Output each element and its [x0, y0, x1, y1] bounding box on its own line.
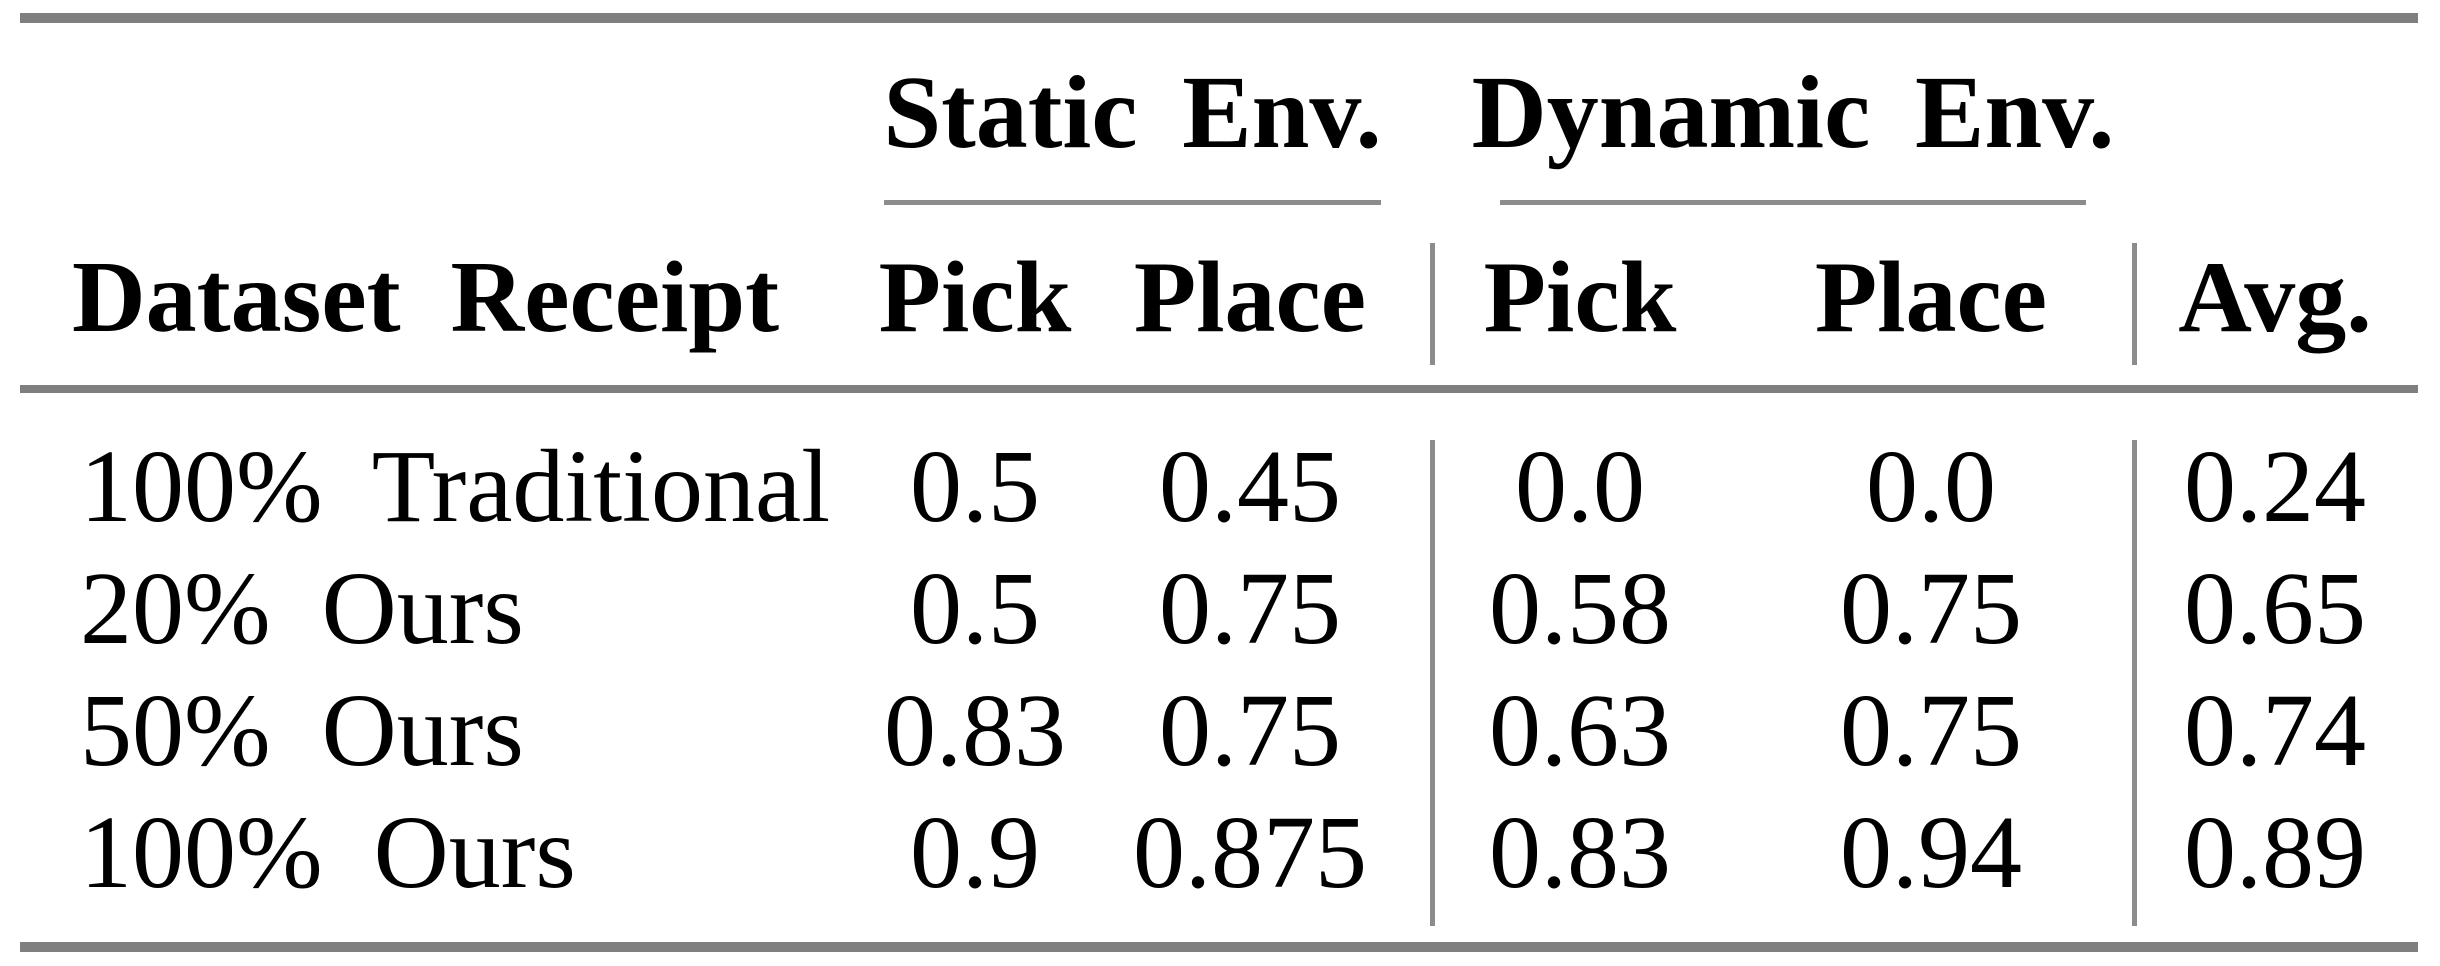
vertical-divider-header-static-dynamic	[1430, 243, 1435, 365]
row-label-20-ours: 20% Ours	[80, 550, 524, 666]
cell-row4-avg: 0.89	[2184, 794, 2366, 910]
col-header-avg: Avg.	[2178, 241, 2372, 354]
cell-row2-avg: 0.65	[2184, 550, 2366, 666]
cell-row1-avg: 0.24	[2184, 428, 2366, 544]
col-group-static-env: Static Env.	[883, 55, 1382, 170]
col-header-static-pick: Pick	[878, 241, 1072, 354]
cell-row2-static-pick: 0.5	[910, 550, 1040, 666]
col-header-dynamic-place: Place	[1814, 241, 2048, 354]
cell-row2-static-place: 0.75	[1159, 550, 1341, 666]
cell-row1-static-place: 0.45	[1159, 428, 1341, 544]
cell-row4-dynamic-place: 0.94	[1840, 794, 2022, 910]
static-env-underline	[884, 200, 1381, 205]
top-rule	[20, 13, 2418, 23]
col-header-static-place: Place	[1133, 241, 1367, 354]
table-body: 100% Traditional 0.5 0.45 0.0 0.0 0.24 2…	[20, 425, 2418, 913]
vertical-divider-body-static-dynamic	[1430, 440, 1435, 926]
cell-row1-static-pick: 0.5	[910, 428, 1040, 544]
dynamic-env-underline	[1500, 200, 2086, 205]
row-label-50-ours: 50% Ours	[80, 672, 524, 788]
cell-row2-dynamic-pick: 0.58	[1489, 550, 1671, 666]
mid-rule	[20, 385, 2418, 393]
cell-row3-dynamic-pick: 0.63	[1489, 672, 1671, 788]
col-group-dynamic-env: Dynamic Env.	[1471, 55, 2115, 170]
cell-row3-avg: 0.74	[2184, 672, 2366, 788]
bottom-rule	[20, 942, 2418, 952]
cell-row3-static-pick: 0.83	[884, 672, 1066, 788]
vertical-divider-header-avg	[2132, 243, 2137, 365]
cell-row4-dynamic-pick: 0.83	[1489, 794, 1671, 910]
col-header-dataset-receipt: Dataset Receipt	[72, 241, 780, 354]
header-row: Dataset Receipt Pick Place Pick Place Av…	[20, 210, 2418, 385]
cell-row1-dynamic-pick: 0.0	[1515, 428, 1645, 544]
vertical-divider-body-avg	[2132, 440, 2137, 926]
row-label-100-traditional: 100% Traditional	[80, 428, 831, 544]
cell-row2-dynamic-place: 0.75	[1840, 550, 2022, 666]
cell-row4-static-place: 0.875	[1133, 794, 1367, 910]
cell-row4-static-pick: 0.9	[910, 794, 1040, 910]
row-label-100-ours: 100% Ours	[80, 794, 576, 910]
cell-row1-dynamic-place: 0.0	[1866, 428, 1996, 544]
cell-row3-dynamic-place: 0.75	[1840, 672, 2022, 788]
cell-row3-static-place: 0.75	[1159, 672, 1341, 788]
col-header-dynamic-pick: Pick	[1483, 241, 1677, 354]
